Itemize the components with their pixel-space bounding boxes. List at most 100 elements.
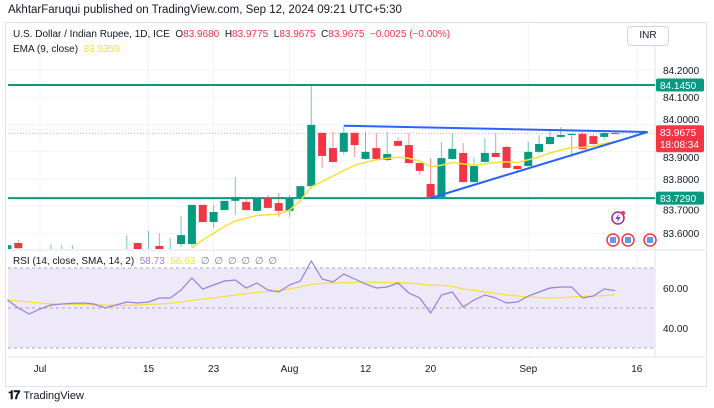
publisher-line: AkhtarFaruqui published on TradingView.c… <box>8 4 402 16</box>
rsi-legend: RSI (14, close, SMA, 14, 2) 58.73 56.63 … <box>13 256 278 267</box>
rsi-tick-label: 40.00 <box>663 324 688 335</box>
close-value: 83.9675 <box>328 29 365 40</box>
time-tick-label: 15 <box>143 364 155 375</box>
price-tick-label: 83.7000 <box>663 206 700 217</box>
candle-body <box>328 148 337 162</box>
candle-body <box>448 148 457 159</box>
candle-body <box>502 146 511 168</box>
time-tick-label: 20 <box>425 364 437 375</box>
support-price-tag[interactable] <box>656 191 704 205</box>
footer: 𝟏𝟕 TradingView <box>8 388 84 403</box>
time-tick-label: Aug <box>281 364 299 375</box>
candle-body <box>589 136 598 144</box>
candle-body <box>480 152 489 162</box>
candle-body <box>491 152 500 158</box>
candle-body <box>242 201 251 211</box>
candle-body <box>383 154 392 161</box>
tradingview-logo-icon: 𝟏𝟕 <box>8 388 20 402</box>
triangle-trendline <box>343 124 648 134</box>
flag-stripe-icon <box>625 237 631 243</box>
time-tick-label: 12 <box>360 364 372 375</box>
chart-frame <box>5 22 707 387</box>
close-label: C <box>321 29 329 40</box>
candle-body <box>318 132 327 156</box>
rsi-sma-value: 56.63 <box>170 256 196 267</box>
candle-body <box>177 235 186 245</box>
candle-body <box>611 133 620 135</box>
candle-body <box>307 124 316 187</box>
symbol-name[interactable]: U.S. Dollar / Indian Rupee, 1D, ICE <box>13 29 170 40</box>
price-tick-label: 83.8000 <box>663 175 700 186</box>
rsi-value: 58.73 <box>139 256 165 267</box>
candle-body <box>187 204 196 245</box>
high-value: 83.9775 <box>232 29 269 40</box>
candle-body <box>133 242 142 249</box>
rsi-null-values: ∅ ∅ ∅ ∅ ∅ ∅ <box>200 256 279 267</box>
ema-row: EMA (9, close) 83.9359 <box>13 42 450 57</box>
countdown-text: 18:08:34 <box>660 140 699 151</box>
candle-body <box>578 133 587 150</box>
candle-body <box>404 145 413 164</box>
candle-body <box>285 198 294 211</box>
candle-body <box>231 197 240 201</box>
current-price-text: 83.9675 <box>660 128 697 139</box>
ema-label[interactable]: EMA (9, close) <box>13 44 79 55</box>
ema-line <box>191 141 616 249</box>
flag-stripe-icon <box>647 237 653 243</box>
candle-body <box>545 136 554 144</box>
ema-value: 83.9359 <box>83 44 120 55</box>
high-label: H <box>224 29 233 40</box>
candle-body <box>437 158 446 198</box>
candle-body <box>470 166 478 183</box>
candle-body <box>8 245 12 249</box>
time-tick-label: Jul <box>34 364 47 375</box>
rsi-line <box>7 259 616 315</box>
price-tick-label: 84.1000 <box>663 93 700 104</box>
price-tick-label: 84.2000 <box>663 66 700 77</box>
event-dot-icon <box>621 211 625 215</box>
ohlc-row: U.S. Dollar / Indian Rupee, 1D, ICE O83.… <box>13 27 450 42</box>
candle-body <box>14 242 23 249</box>
candle-body <box>426 183 435 198</box>
candle-body <box>567 133 576 136</box>
candle-body <box>556 135 565 137</box>
low-value: 83.9675 <box>279 29 316 40</box>
candle-body <box>524 151 533 167</box>
candle-body <box>394 140 403 146</box>
price-tick-label: 83.6000 <box>663 229 700 240</box>
candle-body <box>459 152 468 183</box>
lightning-glyph-icon <box>615 213 621 223</box>
symbol-legend: U.S. Dollar / Indian Rupee, 1D, ICE O83.… <box>13 27 450 57</box>
current-price-tag <box>656 125 704 153</box>
resistance-price-tag[interactable] <box>656 78 704 92</box>
candle-body <box>535 143 544 152</box>
candle-body <box>415 163 424 171</box>
resistance-price-text: 84.1450 <box>660 81 697 92</box>
candle-body <box>263 198 272 208</box>
candle-body <box>198 204 207 223</box>
candle-body <box>372 148 381 159</box>
candle-body <box>296 186 305 198</box>
brand-name[interactable]: TradingView <box>23 389 84 402</box>
rsi-label[interactable]: RSI (14, close, SMA, 14, 2) <box>13 256 135 267</box>
candle-body <box>274 203 283 211</box>
main-pane <box>8 83 655 249</box>
candle-body <box>339 132 348 152</box>
currency-button[interactable]: INR <box>627 26 669 46</box>
candle-body <box>220 200 229 211</box>
change-value: −0.0025 (−0.00%) <box>370 29 451 40</box>
price-tick-label: 84.0000 <box>663 115 700 126</box>
triangle-trendline <box>430 131 648 200</box>
candle-body <box>600 133 609 137</box>
candle-body <box>155 245 164 249</box>
rsi-tick-label: 60.00 <box>663 284 688 295</box>
open-label: O <box>175 29 184 40</box>
candle-body <box>209 211 218 223</box>
price-tick-label: 83.9000 <box>663 153 700 164</box>
low-label: L <box>273 29 280 40</box>
support-price-text: 83.7290 <box>660 194 697 205</box>
rsi-sma-line <box>7 281 616 306</box>
open-value: 83.9680 <box>183 29 220 40</box>
time-tick-label: 16 <box>631 364 643 375</box>
